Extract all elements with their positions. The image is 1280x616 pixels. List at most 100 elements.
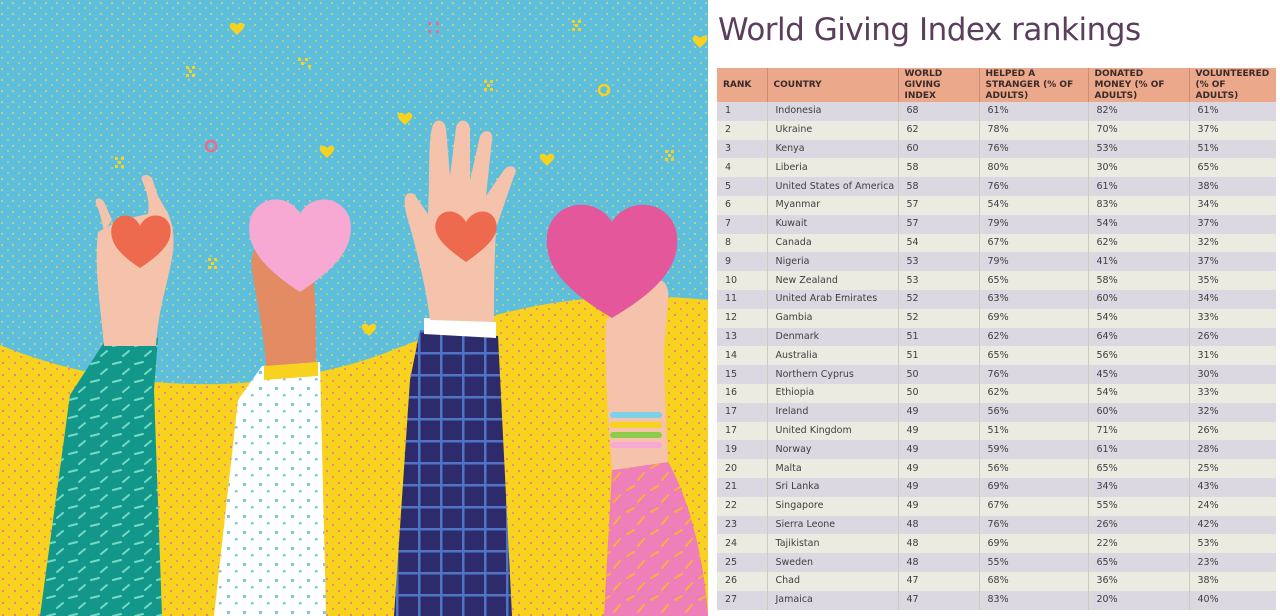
table-row: 26 Chad 47 68% 36% 38%	[717, 571, 1276, 591]
helped-cell: 69%	[978, 308, 1088, 328]
volunteered-cell: 33%	[1188, 383, 1276, 403]
index-cell: 48	[897, 534, 979, 554]
rankings-table: RANK COUNTRY WORLD GIVING INDEX HELPED A…	[717, 68, 1276, 610]
index-cell: 52	[897, 289, 979, 309]
volunteered-cell: 34%	[1188, 289, 1276, 309]
table-row: 6 Myanmar 57 54% 83% 34%	[717, 195, 1276, 215]
rank-cell: 12	[717, 308, 767, 328]
rankings-panel: World Giving Index rankings RANK COUNTRY…	[708, 0, 1280, 616]
col-header-rank: RANK	[717, 68, 767, 102]
donated-cell: 82%	[1087, 102, 1189, 121]
table-row: 27 Jamaica 47 83% 20% 40%	[717, 590, 1276, 610]
giving-hands-illustration	[0, 0, 708, 616]
volunteered-cell: 38%	[1188, 571, 1276, 591]
donated-cell: 56%	[1087, 346, 1189, 366]
country-cell: Canada	[766, 233, 898, 253]
volunteered-cell: 25%	[1188, 459, 1276, 478]
rank-cell: 24	[717, 534, 767, 554]
country-cell: Kenya	[766, 139, 898, 159]
index-cell: 57	[897, 214, 979, 234]
col-header-donated-money: DONATED MONEY (% OF ADULTS)	[1087, 68, 1189, 102]
helped-cell: 69%	[978, 477, 1088, 497]
arm-white-sleeve	[214, 199, 351, 616]
helped-cell: 65%	[978, 346, 1088, 366]
donated-cell: 64%	[1087, 327, 1189, 347]
index-cell: 53	[897, 271, 979, 290]
decorations	[115, 20, 708, 336]
page-title: World Giving Index rankings	[718, 12, 1141, 48]
country-cell: Kuwait	[766, 214, 898, 234]
helped-cell: 59%	[978, 440, 1088, 460]
table-row: 10 New Zealand 53 65% 58% 35%	[717, 271, 1276, 290]
volunteered-cell: 38%	[1188, 177, 1276, 196]
donated-cell: 20%	[1087, 590, 1189, 610]
helped-cell: 51%	[978, 421, 1088, 441]
helped-cell: 76%	[978, 515, 1088, 535]
rank-cell: 16	[717, 383, 767, 403]
volunteered-cell: 30%	[1188, 365, 1276, 384]
donated-cell: 55%	[1087, 496, 1189, 516]
country-cell: Nigeria	[766, 252, 898, 272]
index-cell: 58	[897, 158, 979, 178]
donated-cell: 30%	[1087, 158, 1189, 178]
volunteered-cell: 34%	[1188, 195, 1276, 215]
index-cell: 51	[897, 346, 979, 366]
rank-cell: 8	[717, 233, 767, 253]
helped-cell: 78%	[978, 120, 1088, 140]
helped-cell: 55%	[978, 553, 1088, 572]
index-cell: 49	[897, 477, 979, 497]
table-row: 17 United Kingdom 49 51% 71% 26%	[717, 421, 1276, 441]
donated-cell: 41%	[1087, 252, 1189, 272]
donated-cell: 45%	[1087, 365, 1189, 384]
rank-cell: 23	[717, 515, 767, 535]
heart-orange-1	[111, 215, 171, 268]
arm-pink-sleeve	[546, 204, 708, 616]
country-cell: Denmark	[766, 327, 898, 347]
index-cell: 49	[897, 440, 979, 460]
donated-cell: 54%	[1087, 383, 1189, 403]
rank-cell: 11	[717, 289, 767, 309]
heart-orange-2	[435, 211, 497, 262]
index-cell: 48	[897, 553, 979, 572]
index-cell: 53	[897, 252, 979, 272]
country-cell: Jamaica	[766, 590, 898, 610]
table-row: 5 United States of America 58 76% 61% 38%	[717, 177, 1276, 196]
rank-cell: 2	[717, 120, 767, 140]
country-cell: Malta	[766, 459, 898, 478]
rank-cell: 20	[717, 459, 767, 478]
volunteered-cell: 43%	[1188, 477, 1276, 497]
donated-cell: 26%	[1087, 515, 1189, 535]
helped-cell: 83%	[978, 590, 1088, 610]
rank-cell: 13	[717, 327, 767, 347]
country-cell: New Zealand	[766, 271, 898, 290]
rank-cell: 4	[717, 158, 767, 178]
volunteered-cell: 51%	[1188, 139, 1276, 159]
col-header-world-giving-index: WORLD GIVING INDEX	[897, 68, 979, 102]
table-row: 13 Denmark 51 62% 64% 26%	[717, 327, 1276, 347]
rank-cell: 7	[717, 214, 767, 234]
helped-cell: 63%	[978, 289, 1088, 309]
table-row: 19 Norway 49 59% 61% 28%	[717, 440, 1276, 460]
rank-cell: 9	[717, 252, 767, 272]
arm-plaid-sleeve	[394, 120, 516, 616]
donated-cell: 54%	[1087, 308, 1189, 328]
helped-cell: 56%	[978, 459, 1088, 478]
rank-cell: 25	[717, 553, 767, 572]
index-cell: 54	[897, 233, 979, 253]
rank-cell: 22	[717, 496, 767, 516]
table-row: 21 Sri Lanka 49 69% 34% 43%	[717, 477, 1276, 497]
volunteered-cell: 26%	[1188, 421, 1276, 441]
index-cell: 58	[897, 177, 979, 196]
table-row: 4 Liberia 58 80% 30% 65%	[717, 158, 1276, 178]
helped-cell: 67%	[978, 496, 1088, 516]
index-cell: 49	[897, 459, 979, 478]
rank-cell: 17	[717, 402, 767, 422]
heart-magenta	[546, 204, 678, 318]
country-cell: Liberia	[766, 158, 898, 178]
col-header-country: COUNTRY	[766, 68, 898, 102]
country-cell: Northern Cyprus	[766, 365, 898, 384]
country-cell: United Kingdom	[766, 421, 898, 441]
donated-cell: 65%	[1087, 459, 1189, 478]
donated-cell: 65%	[1087, 553, 1189, 572]
index-cell: 49	[897, 421, 979, 441]
